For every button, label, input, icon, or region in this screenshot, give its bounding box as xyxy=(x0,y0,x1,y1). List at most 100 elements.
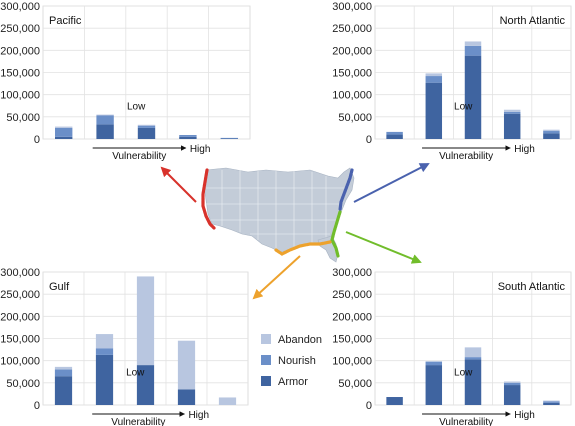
bar-armor xyxy=(179,136,197,139)
south-atlantic-coast-highlight xyxy=(330,210,342,258)
chart-panel-south-atlantic: 0 50,000 100,000 150,000 200,000 250,000 300,0… xyxy=(332,267,572,426)
legend-label-abandon: Abandon xyxy=(278,334,322,346)
legend-swatch-armor xyxy=(261,376,271,386)
bar-nourish xyxy=(179,135,197,137)
bar-abandon xyxy=(464,41,482,46)
annotation-high: High xyxy=(514,144,535,155)
bar-armor xyxy=(503,113,521,139)
bar-nourish xyxy=(55,127,73,137)
bar-abandon xyxy=(218,397,237,405)
y-tick-label: 50,000 xyxy=(338,112,372,124)
bar-abandon xyxy=(503,109,521,112)
bar-nourish xyxy=(503,111,521,114)
y-tick-label: 300,000 xyxy=(0,1,40,13)
legend-swatch-nourish xyxy=(261,355,271,365)
y-tick-label: 300,000 xyxy=(332,267,372,279)
x-axis-label: Vulnerability xyxy=(439,417,493,426)
y-tick-label: 0 xyxy=(366,400,372,412)
y-tick-label: 100,000 xyxy=(0,356,40,368)
annotation-high: High xyxy=(514,410,535,421)
bar-armor xyxy=(543,133,560,139)
panel-title: Pacific xyxy=(49,15,82,27)
bar-armor xyxy=(425,82,443,139)
y-tick-label: 150,000 xyxy=(0,68,40,80)
bar-abandon xyxy=(464,347,482,358)
bar-abandon xyxy=(54,366,73,370)
bar-abandon xyxy=(543,129,560,132)
bar-armor xyxy=(503,385,521,405)
bar-nourish xyxy=(96,115,114,125)
panel-title: Gulf xyxy=(49,281,70,293)
bar-armor xyxy=(543,402,560,405)
bar-abandon xyxy=(425,73,443,77)
y-tick-label: 0 xyxy=(34,134,40,146)
y-tick-label: 250,000 xyxy=(332,289,372,301)
y-tick-label: 250,000 xyxy=(0,289,40,301)
legend-swatch-abandon xyxy=(261,334,271,344)
y-tick-label: 50,000 xyxy=(338,378,372,390)
bar-armor xyxy=(425,365,443,405)
us-map xyxy=(201,167,355,263)
bar-armor xyxy=(386,397,403,405)
y-tick-label: 250,000 xyxy=(332,23,372,35)
pacific-coast-highlight xyxy=(201,168,216,230)
legend: Abandon Nourish Armor xyxy=(261,334,322,388)
bar-armor xyxy=(177,389,196,405)
y-tick-label: 200,000 xyxy=(0,311,40,323)
y-tick-label: 0 xyxy=(34,400,40,412)
arrow-south-atlantic xyxy=(345,231,422,264)
arrow-north-atlantic xyxy=(353,163,430,203)
chart-panel-north-atlantic: 0 50,000 100,000 150,000 200,000 250,000 300,0… xyxy=(332,1,572,162)
y-tick-label: 0 xyxy=(366,134,372,146)
y-tick-label: 250,000 xyxy=(0,23,40,35)
y-tick-label: 100,000 xyxy=(0,90,40,102)
bar-abandon xyxy=(55,126,73,128)
y-tick-label: 100,000 xyxy=(332,356,372,368)
bar-nourish xyxy=(425,361,443,366)
legend-label-armor: Armor xyxy=(278,376,308,388)
annotation-high: High xyxy=(188,410,209,421)
bar-nourish xyxy=(386,131,403,135)
bar-nourish xyxy=(464,357,482,360)
bar-abandon xyxy=(136,276,155,366)
bar-nourish xyxy=(95,348,114,355)
y-tick-label: 50,000 xyxy=(6,112,40,124)
bar-armor xyxy=(137,127,156,139)
bar-armor xyxy=(96,124,114,139)
annotation-high: High xyxy=(190,144,211,155)
bar-nourish xyxy=(464,45,482,56)
y-tick-label: 200,000 xyxy=(332,311,372,323)
y-tick-label: 100,000 xyxy=(332,90,372,102)
y-tick-label: 300,000 xyxy=(0,267,40,279)
y-tick-label: 150,000 xyxy=(0,334,40,346)
arrow-gulf xyxy=(252,255,301,300)
annotation-low: Low xyxy=(454,368,473,379)
y-tick-label: 200,000 xyxy=(332,45,372,57)
north-atlantic-coast-highlight xyxy=(338,168,354,212)
y-tick-label: 50,000 xyxy=(6,378,40,390)
bar-nourish xyxy=(543,131,560,134)
bar-armor xyxy=(464,359,482,405)
annotation-low: Low xyxy=(127,102,146,113)
bar-abandon xyxy=(137,124,156,126)
bar-armor xyxy=(136,365,155,405)
legend-label-nourish: Nourish xyxy=(278,355,316,367)
bar-nourish xyxy=(54,369,73,377)
panel-title: South Atlantic xyxy=(498,281,566,293)
panel-title: North Atlantic xyxy=(500,15,566,27)
y-tick-label: 150,000 xyxy=(332,68,372,80)
bar-armor xyxy=(95,354,114,405)
bar-abandon xyxy=(543,400,560,402)
bar-abandon xyxy=(95,334,114,349)
gulf-coast-highlight xyxy=(274,240,332,256)
bar-abandon xyxy=(96,114,114,116)
x-axis-label: Vulnerability xyxy=(439,151,493,162)
y-tick-label: 200,000 xyxy=(0,45,40,57)
bar-nourish xyxy=(425,76,443,83)
bar-nourish xyxy=(137,125,156,128)
bar-abandon xyxy=(177,340,196,390)
y-tick-label: 300,000 xyxy=(332,1,372,13)
y-tick-label: 150,000 xyxy=(332,334,372,346)
chart-panel-gulf: 0 50,000 100,000 150,000 200,000 250,000 300,0… xyxy=(0,267,249,426)
